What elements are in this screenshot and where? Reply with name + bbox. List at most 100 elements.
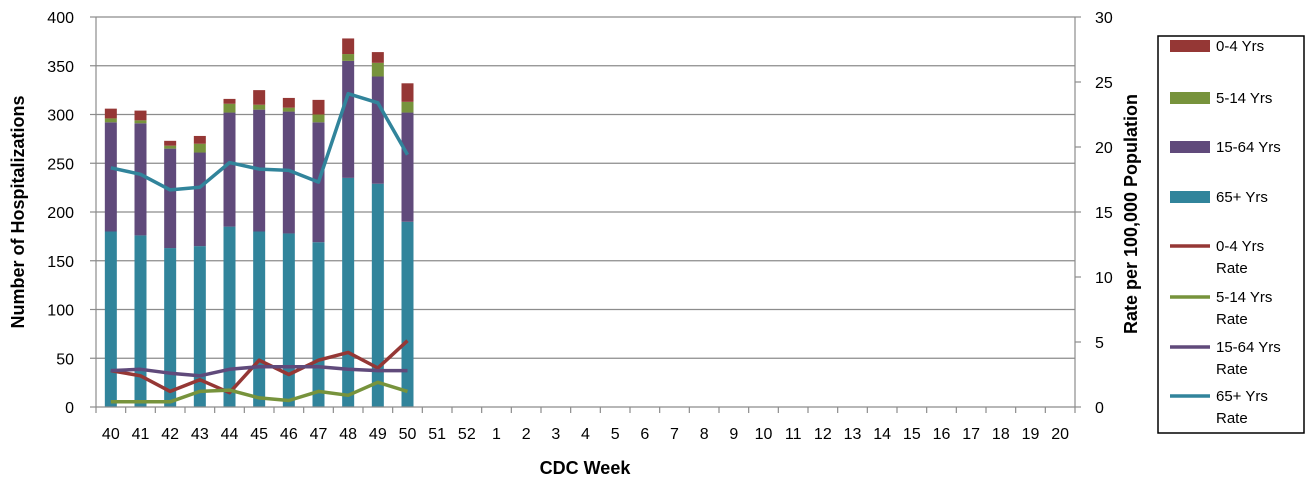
y2-tick-label: 30 xyxy=(1095,10,1113,27)
bar-segment xyxy=(282,111,295,234)
x-tick-label: 19 xyxy=(1022,426,1040,443)
legend-label-rate: Rate xyxy=(1216,311,1248,328)
legend-swatch xyxy=(1170,191,1210,203)
x-tick-label: 20 xyxy=(1051,426,1069,443)
y2-tick-label: 20 xyxy=(1095,140,1113,157)
x-tick-label: 47 xyxy=(310,426,328,443)
bar-segment xyxy=(164,145,177,149)
bar-segment xyxy=(164,148,177,249)
legend-label: 15-64 Yrs xyxy=(1216,139,1281,156)
legend-label: 65+ Yrs xyxy=(1216,189,1268,206)
x-tick-label: 44 xyxy=(221,426,239,443)
x-tick-label: 1 xyxy=(492,426,501,443)
bar-segment xyxy=(282,107,295,112)
x-tick-label: 17 xyxy=(962,426,980,443)
rate-lines xyxy=(110,91,410,404)
y-tick-label: 0 xyxy=(65,400,74,417)
bar-segment xyxy=(164,140,177,146)
x-tick-label: 42 xyxy=(161,426,179,443)
stacked-bars xyxy=(104,38,414,407)
y2-tick-label: 0 xyxy=(1095,400,1104,417)
x-tick-label: 7 xyxy=(670,426,679,443)
legend-label: 15-64 Yrs xyxy=(1216,339,1281,356)
bar-segment xyxy=(401,112,414,222)
bar-segment xyxy=(253,90,266,105)
legend: 0-4 Yrs 5-14 Yrs 15-64 Yrs 65+ Yrs 0-4 Yrs Ra… xyxy=(1157,35,1305,434)
legend-swatch xyxy=(1170,92,1210,104)
legend-label-rate: Rate xyxy=(1216,410,1248,427)
x-tick-label: 15 xyxy=(903,426,921,443)
bar-segment xyxy=(253,231,266,407)
bar-segment xyxy=(104,231,117,407)
legend-label: 5-14 Yrs xyxy=(1216,289,1272,306)
y-tick-label: 200 xyxy=(47,205,74,222)
y-tick-label: 150 xyxy=(47,254,74,271)
bar-segment xyxy=(134,120,147,124)
bar-segment xyxy=(164,248,177,407)
rate-line xyxy=(110,339,409,395)
legend-label: 0-4 Yrs xyxy=(1216,38,1264,55)
x-tick-label: 8 xyxy=(700,426,709,443)
bar-segment xyxy=(193,246,206,407)
y-tick-label: 400 xyxy=(47,10,74,27)
bar-segment xyxy=(312,99,325,115)
bar-segment xyxy=(134,123,147,236)
y2-tick-label: 5 xyxy=(1095,335,1104,352)
bar-segment xyxy=(193,152,206,247)
bar-segment xyxy=(104,122,117,232)
bar-segment xyxy=(312,242,325,407)
legend-items: 0-4 Yrs 5-14 Yrs 15-64 Yrs 65+ Yrs 0-4 Yrs Ra… xyxy=(1170,38,1281,427)
y2-axis-title: Rate per 100,000 Population xyxy=(1121,94,1141,334)
gridlines xyxy=(96,16,1075,359)
x-tick-label: 43 xyxy=(191,426,209,443)
y-axis-title: Number of Hospitalizations xyxy=(8,95,28,328)
bar-segment xyxy=(282,233,295,407)
x-tick-label: 16 xyxy=(933,426,951,443)
bar-segment xyxy=(223,226,236,407)
bar-segment xyxy=(134,235,147,407)
x-tick-label: 3 xyxy=(551,426,560,443)
legend-label-rate: Rate xyxy=(1216,361,1248,378)
bar-segment xyxy=(104,118,117,123)
x-tick-label: 10 xyxy=(755,426,773,443)
legend-swatch xyxy=(1170,141,1210,153)
rate-line xyxy=(110,364,408,378)
bar-segment xyxy=(371,52,384,63)
bar-segment xyxy=(342,177,355,407)
bar-segment xyxy=(371,76,384,184)
x-tick-label: 18 xyxy=(992,426,1010,443)
bar-segment xyxy=(371,183,384,407)
bar-segment xyxy=(104,108,117,119)
bar-segment xyxy=(193,135,206,144)
bar-segment xyxy=(401,101,414,113)
bar-segment xyxy=(342,38,355,55)
bar-segment xyxy=(223,98,236,104)
y-tick-label: 250 xyxy=(47,156,74,173)
x-tick-label: 45 xyxy=(250,426,268,443)
axes xyxy=(90,16,1081,413)
bar-segment xyxy=(342,54,355,61)
x-tick-label: 46 xyxy=(280,426,298,443)
bar-segment xyxy=(342,60,355,178)
x-tick-label: 14 xyxy=(873,426,891,443)
x-tick-label: 52 xyxy=(458,426,476,443)
bar-segment xyxy=(401,83,414,102)
legend-label: 65+ Yrs xyxy=(1216,388,1268,405)
legend-label-rate: Rate xyxy=(1216,260,1248,277)
x-tick-label: 51 xyxy=(428,426,446,443)
x-tick-label: 50 xyxy=(399,426,417,443)
legend-swatch xyxy=(1170,40,1210,52)
x-tick-label: 2 xyxy=(522,426,531,443)
bar-segment xyxy=(282,97,295,108)
x-tick-label: 5 xyxy=(611,426,620,443)
x-tick-label: 12 xyxy=(814,426,832,443)
x-tick-label: 4 xyxy=(581,426,590,443)
bar-segment xyxy=(312,114,325,123)
x-tick-label: 11 xyxy=(785,426,802,443)
y-tick-label: 100 xyxy=(47,303,74,320)
x-tick-label: 6 xyxy=(640,426,649,443)
rate-line xyxy=(110,91,410,192)
x-tick-label: 48 xyxy=(339,426,357,443)
